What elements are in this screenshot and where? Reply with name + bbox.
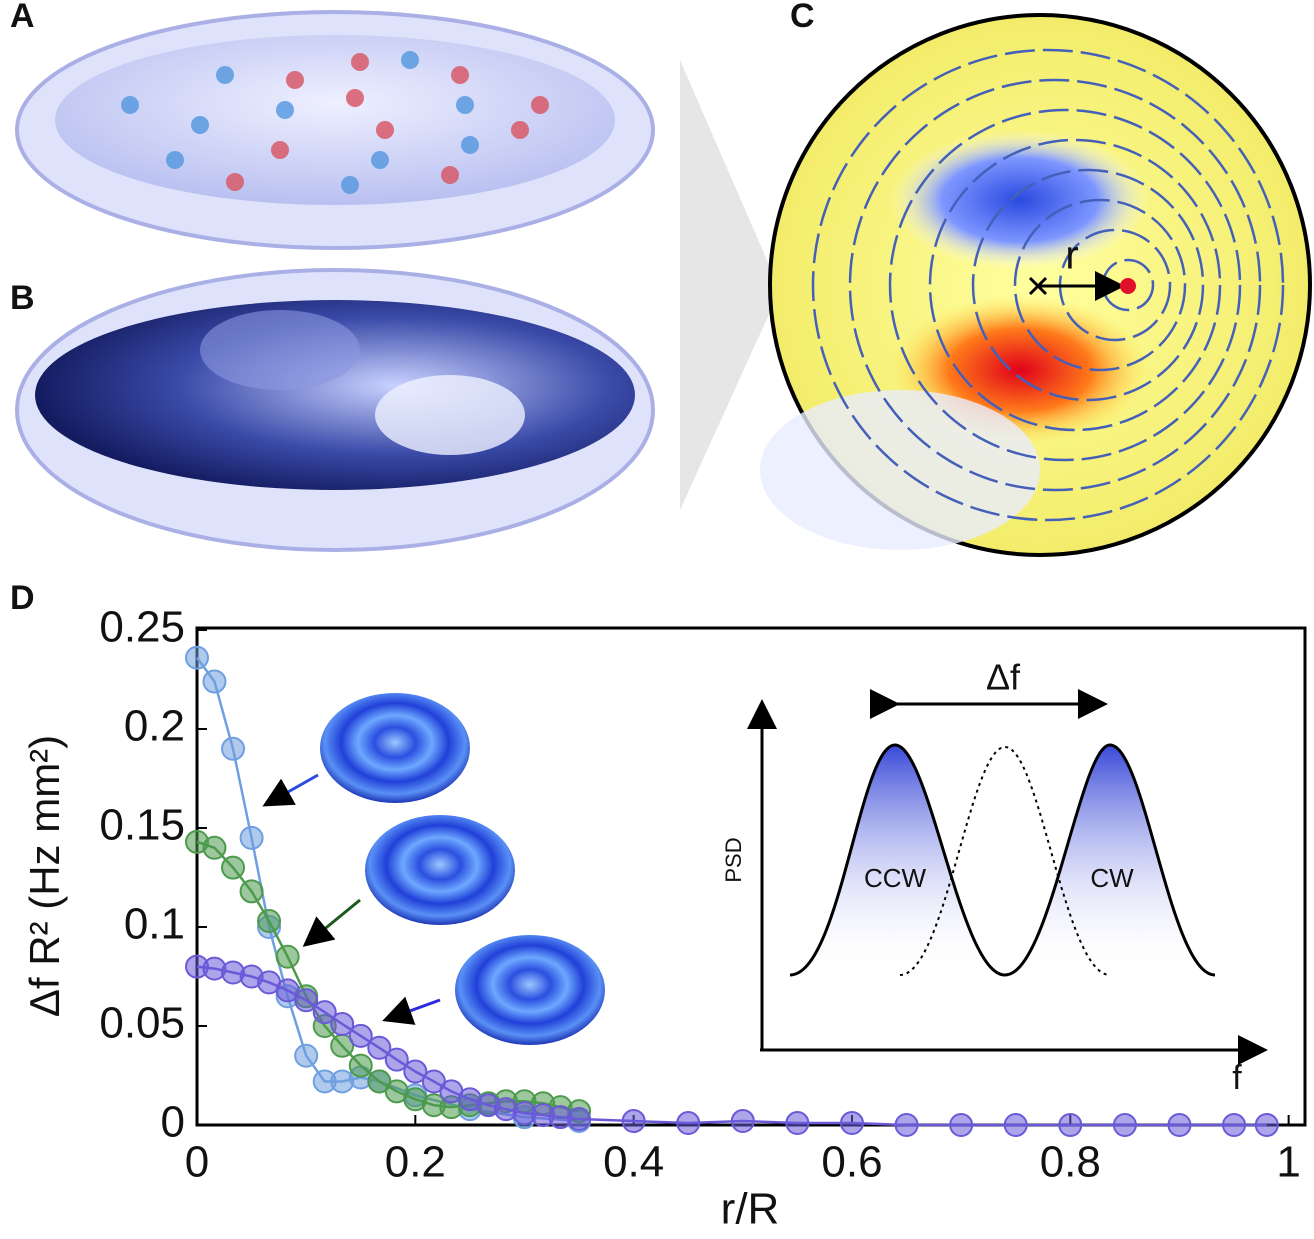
inset-schematic bbox=[760, 702, 1265, 1050]
x-tick-label: 0 bbox=[185, 1138, 209, 1187]
data-point bbox=[295, 1045, 317, 1067]
y-tick-label: 0.1 bbox=[124, 900, 185, 949]
inset-y-label: PSD bbox=[721, 837, 746, 882]
inset-x-label: f bbox=[1232, 1059, 1242, 1097]
data-point bbox=[1256, 1114, 1278, 1136]
panel-label: D bbox=[10, 579, 35, 617]
data-point bbox=[258, 910, 280, 932]
data-point bbox=[896, 1114, 918, 1136]
data-point bbox=[1059, 1114, 1081, 1136]
arrow-shape bbox=[680, 60, 780, 510]
panel-b-dish bbox=[17, 270, 653, 550]
x-tick-label: 0.6 bbox=[821, 1138, 882, 1187]
data-point bbox=[203, 837, 225, 859]
data-point bbox=[203, 670, 225, 692]
data-point bbox=[677, 1112, 699, 1134]
panel-a-dish bbox=[17, 12, 653, 248]
panel-label: B bbox=[10, 279, 35, 317]
data-point bbox=[950, 1114, 972, 1136]
panel-label: A bbox=[10, 0, 35, 35]
y-tick-label: 0.25 bbox=[99, 603, 185, 652]
figure: A B C D r r/R Δf R² (Hz mm²) Δf PSD f CC… bbox=[0, 0, 1314, 1239]
inset-delta-label: Δf bbox=[986, 657, 1021, 698]
x-tick-label: 0.2 bbox=[385, 1138, 446, 1187]
data-point bbox=[786, 1112, 808, 1134]
data-point bbox=[350, 1055, 372, 1077]
x-tick-label: 0.8 bbox=[1040, 1138, 1101, 1187]
data-point bbox=[1005, 1114, 1027, 1136]
data-point bbox=[241, 827, 263, 849]
data-point bbox=[222, 857, 244, 879]
data-point bbox=[732, 1110, 754, 1132]
data-point bbox=[186, 647, 208, 669]
data-point bbox=[623, 1110, 645, 1132]
y-tick-label: 0.05 bbox=[99, 999, 185, 1048]
y-tick-label: 0.15 bbox=[99, 801, 185, 850]
inset-peak-label: CW bbox=[1090, 863, 1134, 893]
data-point bbox=[568, 1108, 590, 1130]
data-point bbox=[1223, 1114, 1245, 1136]
x-tick-label: 0.4 bbox=[603, 1138, 664, 1187]
y-tick-label: 0 bbox=[161, 1098, 185, 1147]
x-tick-label: 1 bbox=[1276, 1138, 1300, 1187]
x-axis-label: r/R bbox=[721, 1185, 780, 1234]
panel-label: C bbox=[790, 0, 815, 35]
data-point bbox=[222, 738, 244, 760]
data-point bbox=[277, 946, 299, 968]
data-point bbox=[1114, 1114, 1136, 1136]
inset-peak-label: CCW bbox=[864, 863, 927, 893]
y-axis-label: Δf R² (Hz mm²) bbox=[21, 735, 68, 1017]
y-tick-label: 0.2 bbox=[124, 702, 185, 751]
data-point bbox=[841, 1112, 863, 1134]
data-point bbox=[241, 880, 263, 902]
radius-label: r bbox=[1065, 234, 1078, 278]
data-point bbox=[1168, 1114, 1190, 1136]
panel-c-field bbox=[760, 15, 1310, 555]
